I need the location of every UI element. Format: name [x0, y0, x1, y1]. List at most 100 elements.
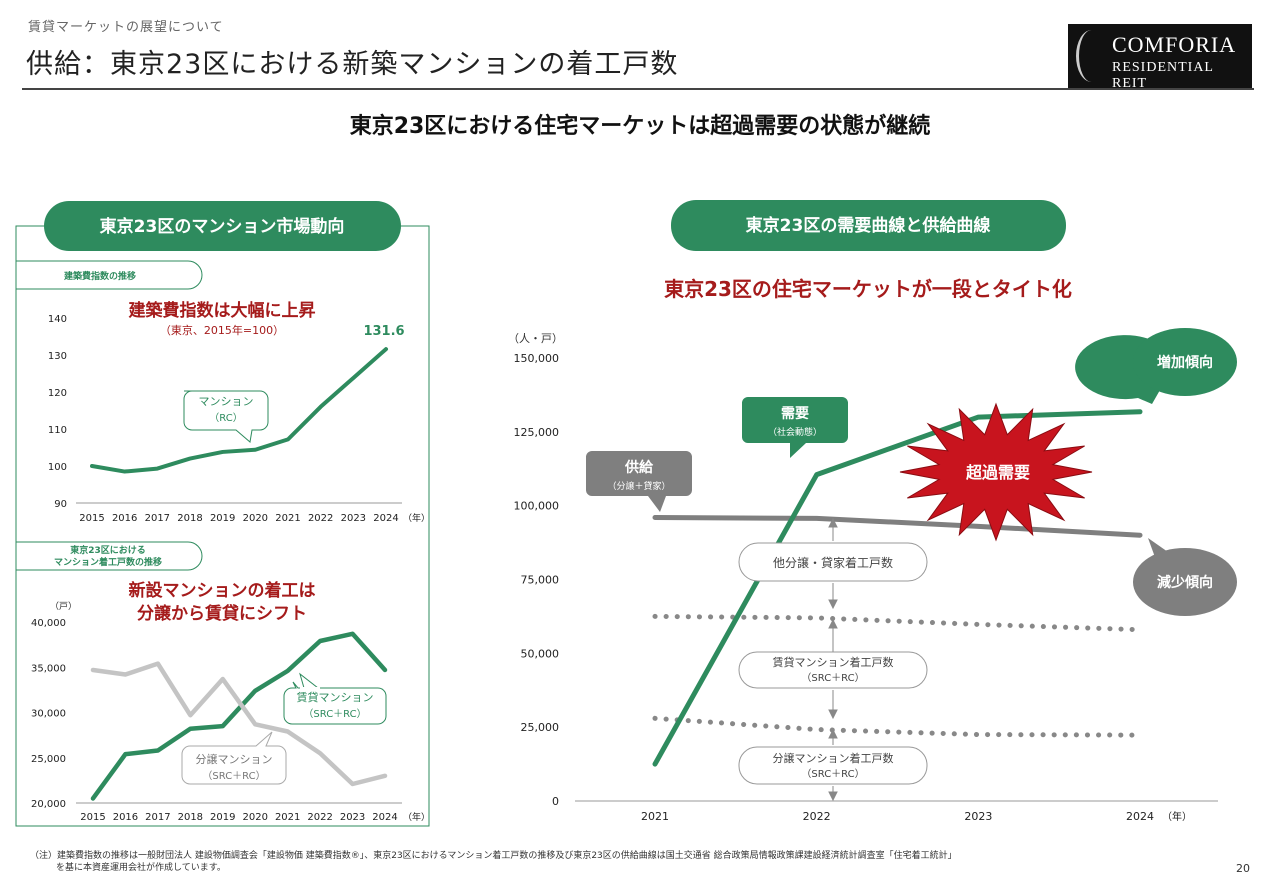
series-line-1 [90, 631, 388, 801]
chart3-unit: （人・戸） [508, 332, 563, 345]
y-tick-label: 50,000 [521, 647, 560, 660]
chart2-callout-rent-line1: 賃貸マンション [297, 690, 374, 704]
chart1-subheadline: （東京、2015年=100） [160, 323, 284, 337]
x-tick-label: 2024 [1126, 810, 1154, 823]
slide-headline: 東京23区における住宅マーケットは超過需要の状態が継続 [349, 114, 931, 139]
x-tick-label: 2017 [145, 812, 170, 823]
chart1-callout-line1: マンション [199, 395, 254, 408]
chart2-callout-sale: 分譲マンション （SRC＋RC） [181, 731, 287, 785]
x-axis-unit: （年） [403, 811, 430, 823]
y-tick-label: 120 [48, 388, 67, 399]
sale-starts-label-line1: 分譲マンション着工戸数 [773, 751, 894, 765]
rent-starts-label-line1: 賃貸マンション着工戸数 [773, 655, 894, 669]
chart2-headline-line1: 新設マンションの着工は [129, 580, 316, 601]
chart1-tag-label: 建築費指数の推移 [64, 270, 136, 282]
y-tick-label: 110 [48, 425, 67, 436]
footnote-line1: （注）建築費指数の推移は一般財団法人 建設物価調査会「建設物価 建築費指数®」、… [30, 851, 957, 861]
x-tick-label: 2015 [80, 812, 105, 823]
page-number: 20 [1236, 862, 1250, 875]
left-panel-title: 東京23区のマンション市場動向 [100, 216, 345, 237]
y-tick-label: 100,000 [514, 500, 560, 513]
series-line-2 [652, 514, 1143, 538]
chart1-tag [15, 260, 203, 290]
x-axis-unit: （年） [403, 512, 430, 524]
x-tick-label: 2016 [112, 513, 137, 524]
chart2-callout-rent: 賃貸マンション （SRC＋RC） [283, 672, 387, 725]
x-tick-label: 2020 [242, 812, 267, 823]
rent-starts-label-box: 賃貸マンション着工戸数 （SRC＋RC） [738, 651, 928, 689]
right-panel-title: 東京23区の需要曲線と供給曲線 [746, 215, 991, 236]
x-tick-label: 2023 [341, 513, 366, 524]
x-tick-label: 2024 [372, 812, 397, 823]
y-tick-label: 130 [48, 351, 67, 362]
x-tick-label: 2016 [113, 812, 138, 823]
x-tick-label: 2021 [275, 812, 300, 823]
right-panel-headline: 東京23区の住宅マーケットが一段とタイト化 [664, 277, 1072, 301]
starts-breakdown-arrows [828, 517, 838, 802]
section-subtitle: 賃貸マーケットの展望について [28, 20, 224, 35]
construction-cost-chart: 90 100 110 120 130 140 2015 2016 2017 2018 2019 202… [48, 314, 430, 524]
y-tick-label: 100 [48, 462, 67, 473]
y-tick-label: 25,000 [31, 754, 66, 765]
x-tick-label: 2019 [210, 513, 235, 524]
x-tick-label: 2017 [145, 513, 170, 524]
footnote-line2: を基に本資産運用会社が作成しています。 [56, 863, 226, 873]
x-tick-label: 2023 [340, 812, 365, 823]
y-tick-label: 20,000 [31, 799, 66, 810]
chart2-callout-sale-line2: （SRC＋RC） [202, 770, 265, 782]
demand-label: 需要 [781, 405, 809, 422]
rent-starts-label-line2: （SRC＋RC） [801, 672, 864, 684]
y-tick-label: 0 [552, 795, 559, 808]
x-tick-label: 2020 [243, 513, 268, 524]
chart2-tag-line1: 東京23区における [70, 544, 146, 556]
demand-sub: （社会動態） [768, 426, 822, 438]
x-tick-label: 2015 [79, 513, 104, 524]
chart2-unit: （戸） [50, 601, 77, 612]
logo-line1: COMFORIA [1112, 32, 1237, 57]
comforia-logo: COMFORIA RESIDENTIAL REIT [1068, 24, 1252, 91]
right-panel-title-pill [671, 200, 1066, 251]
left-panel-title-pill [44, 201, 401, 251]
decrease-bubble: 減少傾向 [1133, 538, 1237, 616]
chart2-tag-line2: マンション着工戸数の推移 [54, 556, 162, 568]
demand-supply-chart: 0 25,000 50,000 75,000 100,000 125,000 150,000… [514, 352, 1218, 823]
chart1-callout-line2: （RC） [209, 412, 242, 424]
chart1-callout: マンション （RC） [183, 390, 269, 443]
chart1-headline: 建築費指数は大幅に上昇 [129, 300, 316, 321]
y-tick-label: 75,000 [521, 574, 560, 587]
chart2-headline-line2: 分譲から賃貸にシフト [137, 603, 307, 624]
y-tick-label: 125,000 [514, 426, 560, 439]
series-line-1 [652, 409, 1143, 767]
decrease-label: 減少傾向 [1157, 574, 1213, 591]
other-starts-label: 他分譲・貸家着工戸数 [773, 555, 893, 570]
x-tick-label: 2018 [178, 812, 203, 823]
y-tick-label: 140 [48, 314, 67, 325]
supply-bubble: 供給 （分譲＋貸家） [586, 451, 692, 512]
x-tick-label: 2022 [803, 810, 831, 823]
x-tick-label: 2022 [308, 513, 333, 524]
increase-label: 増加傾向 [1157, 354, 1213, 371]
x-tick-label: 2021 [641, 810, 669, 823]
logo-line2: RESIDENTIAL REIT [1112, 60, 1214, 91]
excess-demand-burst: 超過需要 [899, 402, 1093, 542]
x-tick-label: 2019 [210, 812, 235, 823]
x-tick-label: 2018 [177, 513, 202, 524]
footnote: （注）建築費指数の推移は一般財団法人 建設物価調査会「建設物価 建築費指数®」、… [30, 850, 957, 874]
y-tick-label: 90 [54, 499, 67, 510]
y-tick-label: 40,000 [31, 618, 66, 629]
supply-sub: （分譲＋貸家） [607, 480, 670, 492]
y-tick-label: 30,000 [31, 709, 66, 720]
x-axis-unit: （年） [1162, 810, 1192, 823]
chart2-callout-rent-line2: （SRC＋RC） [303, 708, 366, 720]
page-title: 供給：東京23区における新築マンションの着工戸数 [26, 49, 679, 80]
series-line-1 [90, 347, 388, 474]
y-tick-label: 25,000 [521, 721, 560, 734]
chart2-tag [15, 541, 203, 571]
series-line-2 [90, 661, 388, 787]
x-tick-label: 2021 [275, 513, 300, 524]
mansion-starts-chart: 20,000 25,000 30,000 35,000 40,000 2015 2016 20… [31, 618, 430, 823]
other-starts-label-box: 他分譲・貸家着工戸数 [738, 542, 928, 582]
supply-label: 供給 [624, 459, 654, 476]
x-tick-label: 2022 [307, 812, 332, 823]
